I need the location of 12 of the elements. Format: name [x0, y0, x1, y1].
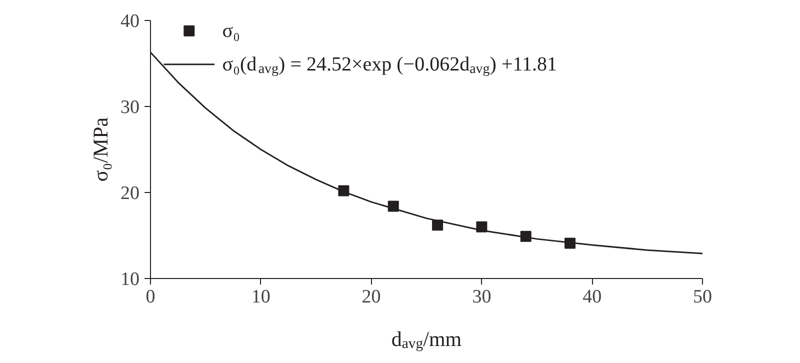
- y-tick-label: 20: [120, 183, 140, 204]
- y-tick-label: 30: [120, 97, 140, 118]
- y-tick-label: 40: [120, 11, 140, 32]
- x-tick-label: 40: [582, 286, 602, 308]
- y-axis-title: σ₀/MPa: [88, 116, 112, 182]
- x-tick-label: 0: [146, 286, 156, 308]
- x-tick-label: 30: [472, 286, 492, 308]
- x-tick-label: 50: [693, 286, 712, 308]
- legend-label: σ₀: [222, 20, 240, 42]
- x-tick-label: 10: [251, 286, 270, 308]
- x-tick-label: 20: [362, 286, 381, 308]
- y-tick-label: 10: [120, 269, 140, 290]
